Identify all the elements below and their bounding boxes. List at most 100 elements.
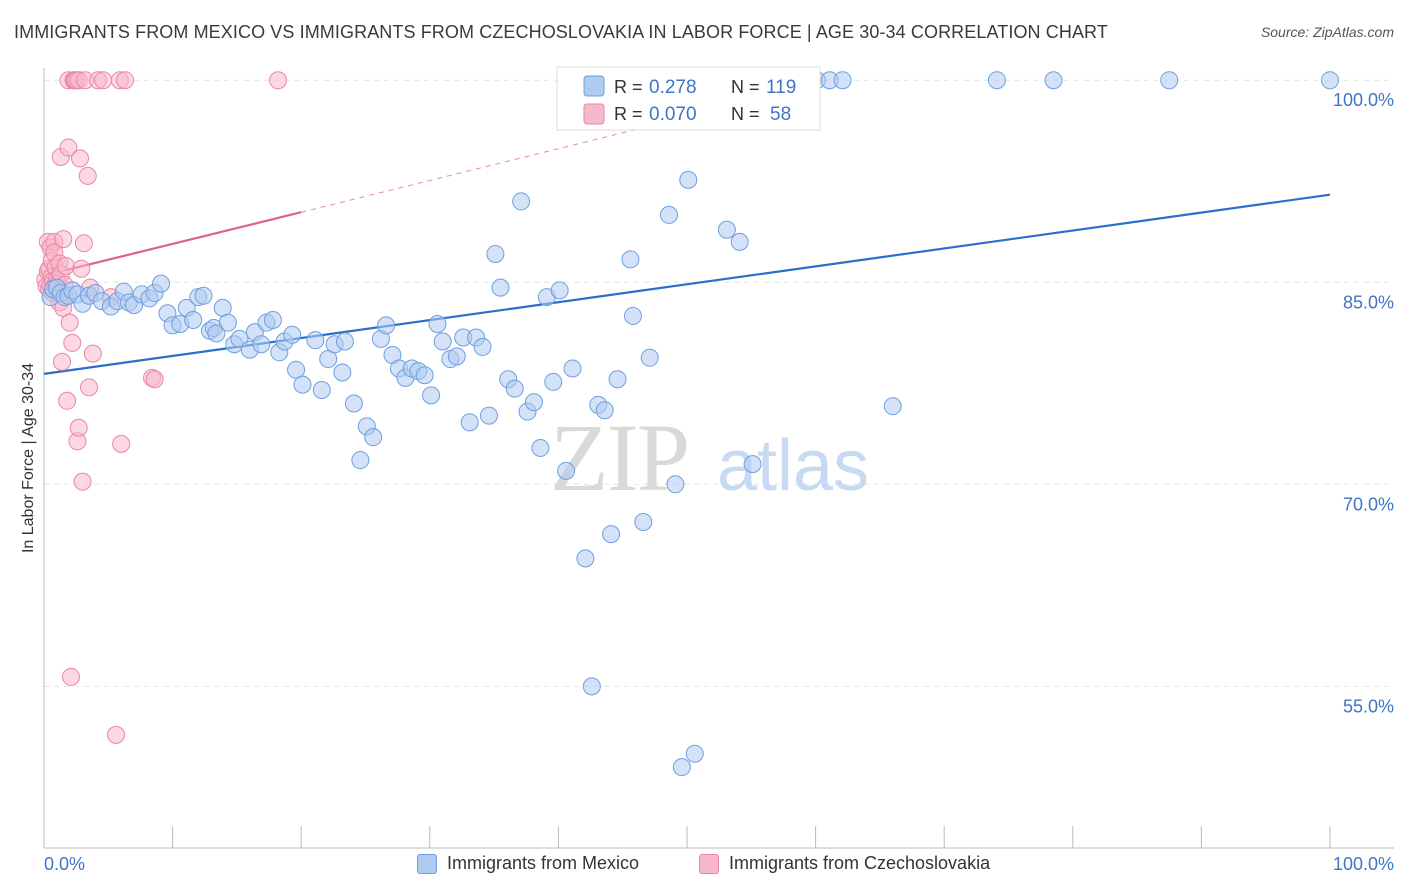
mexico-point-93: [623, 306, 642, 325]
legend-swatch-mexico: [417, 853, 437, 874]
x-tick-label-max: 100.0%: [1333, 854, 1394, 874]
mexico-point-32: [218, 313, 237, 332]
mexico-point-98: [659, 205, 678, 224]
mexico-points: [41, 71, 1339, 777]
x-tick-label-min: 0.0%: [44, 854, 85, 874]
mexico-n-value: 119: [766, 77, 796, 98]
czech-point-32: [62, 667, 81, 686]
gridlines: [44, 79, 1394, 687]
watermark: ZIP atlas: [550, 404, 869, 511]
czech-trend-extension: [301, 122, 662, 213]
mexico-point-63: [422, 386, 441, 405]
czech-point-57: [145, 370, 164, 389]
mexico-point-112: [883, 397, 902, 416]
czech-point-45: [78, 166, 97, 185]
czech-point-50: [94, 71, 113, 90]
czech-point-42: [73, 472, 92, 491]
mexico-point-95: [640, 348, 659, 367]
mexico-point-67: [447, 347, 466, 366]
mexico-point-62: [415, 366, 434, 385]
mexico-point-50: [335, 332, 354, 351]
mexico-point-69: [460, 413, 479, 432]
mexico-point-100: [672, 758, 691, 777]
mexico-point-52: [351, 451, 370, 470]
czech-point-27: [56, 257, 75, 276]
mexico-point-86: [576, 549, 595, 568]
czech-point-25: [54, 230, 73, 249]
mexico-point-43: [287, 360, 306, 379]
czech-point-46: [80, 378, 99, 397]
mexico-point-65: [433, 332, 452, 351]
x-ticks: [43, 826, 1331, 848]
legend-swatch-czech: [699, 853, 719, 874]
stats-legend: R = 0.278 N = 119 R = 0.070 N = 58: [556, 66, 821, 131]
legend-item-mexico[interactable]: Immigrants from Mexico: [417, 853, 639, 874]
mexico-point-84: [557, 461, 576, 480]
mexico-point-72: [479, 406, 498, 425]
y-tick-labels: 55.0% 70.0% 85.0% 100.0%: [1333, 90, 1394, 716]
czech-point-48: [83, 344, 102, 363]
mexico-point-102: [685, 744, 704, 763]
mexico-point-20: [152, 274, 171, 293]
mexico-r-value: 0.278: [649, 77, 697, 98]
mexico-point-37: [252, 335, 271, 354]
mexico-legend-swatch: [583, 75, 605, 97]
mexico-point-71: [473, 337, 492, 356]
series-legend: Immigrants from Mexico Immigrants from C…: [0, 850, 1406, 880]
czech-point-52: [107, 725, 126, 744]
axes: [43, 68, 1394, 849]
mexico-point-87: [582, 677, 601, 696]
legend-label-mexico: Immigrants from Mexico: [447, 853, 640, 873]
mexico-point-90: [602, 525, 621, 544]
mexico-point-46: [312, 381, 331, 400]
mexico-point-42: [283, 325, 302, 344]
legend-item-czech[interactable]: Immigrants from Czechoslovakia: [699, 853, 990, 874]
y-tick-label-70: 70.0%: [1343, 494, 1394, 514]
mexico-point-94: [634, 513, 653, 532]
mexico-point-85: [563, 359, 582, 378]
czech-n-value: 58: [770, 104, 791, 125]
czech-point-54: [112, 434, 131, 453]
mexico-point-73: [486, 244, 505, 263]
czech-point-23: [53, 352, 72, 371]
czech-r-label: R =: [614, 104, 643, 124]
mexico-point-83: [550, 281, 569, 300]
mexico-point-115: [1160, 71, 1179, 90]
mexico-point-74: [491, 278, 510, 297]
mexico-point-79: [524, 393, 543, 412]
czech-point-29: [59, 138, 78, 157]
y-tick-label-55: 55.0%: [1343, 696, 1394, 716]
mexico-point-64: [428, 315, 447, 334]
czech-point-31: [60, 313, 79, 332]
mexico-n-label: N =: [731, 77, 760, 97]
y-axis-label: In Labor Force | Age 30-34: [20, 363, 37, 553]
mexico-point-27: [194, 286, 213, 305]
mexico-point-25: [184, 310, 203, 329]
mexico-point-77: [512, 192, 531, 211]
mexico-point-105: [730, 232, 749, 251]
mexico-point-82: [544, 372, 563, 391]
mexico-point-80: [531, 438, 550, 457]
mexico-point-45: [306, 331, 325, 350]
czech-points: [36, 71, 288, 744]
mexico-point-116: [1321, 71, 1339, 90]
mexico-point-30: [207, 324, 226, 343]
y-tick-label-85: 85.0%: [1343, 292, 1394, 312]
mexico-point-89: [595, 401, 614, 420]
mexico-point-39: [263, 310, 282, 329]
czech-point-33: [63, 333, 82, 352]
czech-point-58: [269, 71, 288, 90]
mexico-point-101: [679, 170, 698, 189]
czech-point-41: [72, 259, 91, 278]
mexico-point-44: [293, 375, 312, 394]
mexico-point-113: [987, 71, 1006, 90]
mexico-point-49: [333, 363, 352, 382]
mexico-point-104: [717, 220, 736, 239]
chart-title: IMMIGRANTS FROM MEXICO VS IMMIGRANTS FRO…: [14, 22, 1108, 42]
source-label: Source: ZipAtlas.com: [1260, 24, 1394, 40]
czech-legend-swatch: [583, 103, 605, 125]
czech-r-value: 0.070: [649, 104, 697, 125]
czech-point-55: [116, 71, 135, 90]
legend-label-czech: Immigrants from Czechoslovakia: [729, 853, 991, 873]
